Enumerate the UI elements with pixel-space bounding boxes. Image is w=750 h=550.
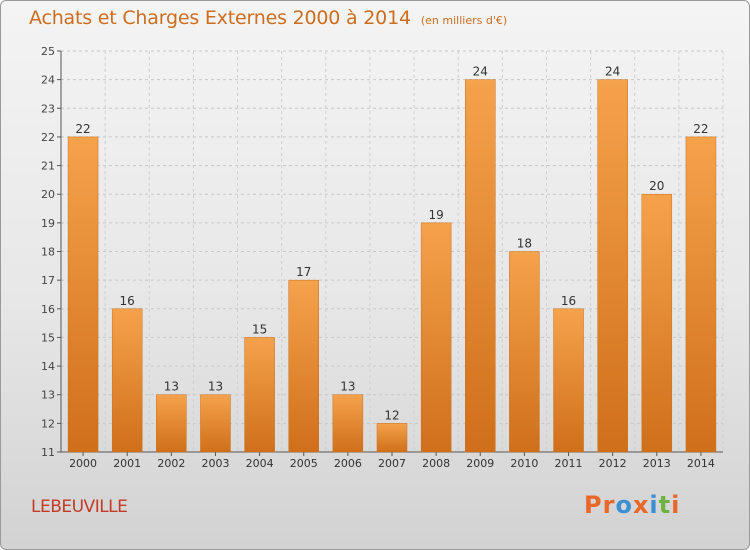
y-tick-label: 14: [41, 360, 55, 373]
logo-letter: P: [584, 491, 603, 519]
y-tick-label: 23: [41, 102, 55, 115]
y-tick-label: 11: [41, 446, 55, 459]
bar: [465, 79, 496, 453]
logo-letter: i: [671, 491, 681, 519]
logo-letter: o: [615, 491, 633, 519]
logo-letter: t: [658, 491, 672, 519]
x-tick-label: 2008: [422, 457, 450, 470]
data-label: 20: [649, 179, 664, 193]
x-tick-label: 2002: [157, 457, 185, 470]
logo-letter: i: [649, 491, 659, 519]
y-tick-label: 24: [41, 74, 55, 87]
y-tick-label: 16: [41, 303, 55, 316]
axes: 11 12 13 14 15 16 17 18 19 20 21 22 23 24 25 2000 2001 20…: [41, 45, 723, 470]
y-tick-label: 22: [41, 131, 55, 144]
x-tick-label: 2014: [687, 457, 715, 470]
x-tick-label: 2009: [466, 457, 494, 470]
y-tick-label: 21: [41, 160, 55, 173]
y-tick-label: 19: [41, 217, 55, 230]
x-tick-label: 2006: [334, 457, 362, 470]
bar: [553, 308, 584, 453]
bar: [332, 394, 364, 453]
bar: [200, 394, 231, 453]
bar: [376, 423, 408, 453]
x-tick-label: 2012: [599, 457, 627, 470]
data-label: 16: [120, 294, 135, 308]
x-tick-label: 2011: [555, 457, 583, 470]
bar: [420, 222, 452, 453]
data-label: 24: [605, 65, 620, 79]
data-label: 16: [561, 294, 576, 308]
y-tick-label: 25: [41, 45, 55, 58]
x-tick-label: 2007: [378, 457, 406, 470]
bar: [685, 136, 717, 453]
x-tick-label: 2010: [510, 457, 538, 470]
bar: [244, 337, 275, 453]
data-label: 22: [75, 122, 90, 136]
x-tick-label: 2005: [290, 457, 318, 470]
data-label: 17: [296, 265, 311, 279]
proxiti-logo: Proxiti: [584, 491, 680, 519]
commune-name: LEBEUVILLE: [31, 497, 128, 517]
data-label: 12: [384, 408, 399, 422]
y-tick-label: 15: [41, 331, 55, 344]
logo-letter: x: [632, 491, 650, 519]
data-label: 19: [428, 208, 443, 222]
y-tick-label: 20: [41, 188, 55, 201]
title-block: Achats et Charges Externes 2000 à 2014 (e…: [29, 7, 507, 29]
y-tick-label: 13: [41, 389, 55, 402]
bar: [641, 193, 673, 453]
bar: [111, 308, 143, 453]
y-tick-label: 17: [41, 274, 55, 287]
bar: [509, 251, 540, 453]
data-label: 13: [164, 380, 179, 394]
data-label: 22: [693, 122, 708, 136]
chart-title: Achats et Charges Externes 2000 à 2014: [29, 7, 411, 29]
y-tick-label: 18: [41, 246, 55, 259]
x-tick-label: 2004: [246, 457, 274, 470]
data-labels: 22 16 13 13 15 17 13 12 19 24 18 16 24 20 22: [75, 65, 708, 423]
data-label: 13: [208, 380, 223, 394]
data-label: 24: [473, 65, 488, 79]
chart-subtitle: (en milliers d'€): [420, 14, 508, 27]
x-tick-label: 2013: [643, 457, 671, 470]
y-tick-label: 12: [41, 417, 55, 430]
x-tick-label: 2000: [69, 457, 97, 470]
data-label: 18: [517, 237, 532, 251]
x-tick-label: 2001: [113, 457, 141, 470]
bar: [288, 279, 319, 453]
data-label: 13: [340, 380, 355, 394]
bars: [67, 79, 717, 453]
bar: [597, 79, 628, 453]
logo-letter: r: [602, 491, 616, 519]
data-label: 15: [252, 322, 267, 336]
bar: [156, 394, 187, 453]
x-tick-label: 2003: [201, 457, 229, 470]
bar: [67, 136, 99, 453]
